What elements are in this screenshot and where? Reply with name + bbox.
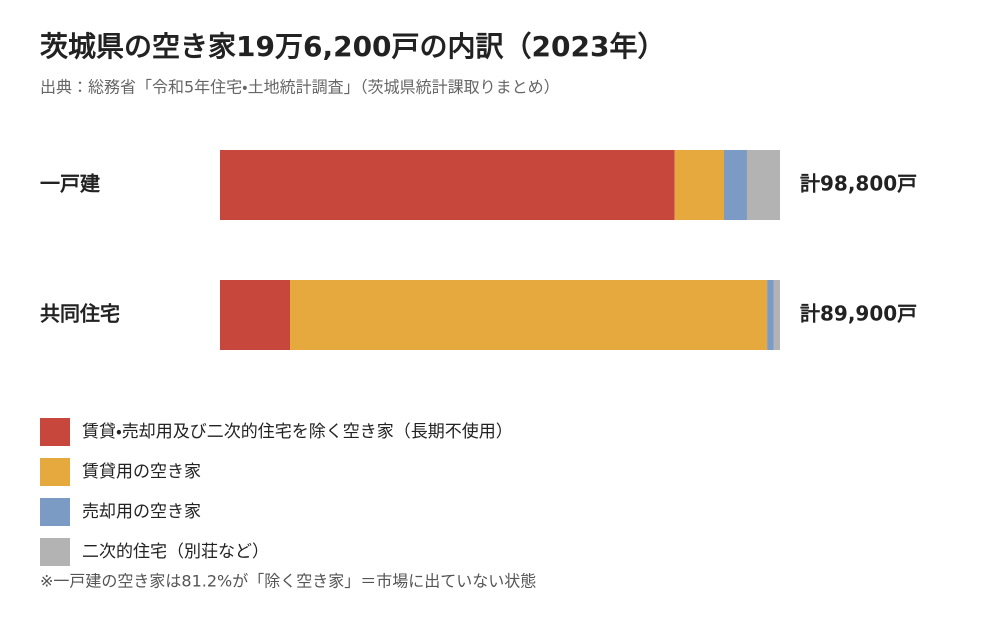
- legend-swatch: [40, 538, 70, 566]
- bar-segment: [746, 150, 780, 220]
- category-label: 一戸建: [40, 172, 101, 196]
- legend-label: 賃貸・売却用及び二次的住宅を除く空き家（長期不使用）: [82, 421, 513, 442]
- legend-swatch: [40, 498, 70, 526]
- total-label: 計89,900戸: [800, 302, 917, 326]
- bar-segment: [767, 280, 774, 350]
- bar-segment: [724, 150, 747, 220]
- bar-segment: [773, 280, 780, 350]
- bar-segment: [290, 280, 768, 350]
- legend-label: 二次的住宅（別荘など）: [82, 542, 269, 562]
- legend-label: 賃貸用の空き家: [82, 462, 201, 482]
- chart-subtitle: 出典：総務省「令和5年住宅・土地統計調査」（茨城県統計課取りまとめ）: [40, 78, 560, 97]
- chart-title: 茨城県の空き家19万6,200戸の内訳（2023年）: [40, 30, 665, 63]
- bar-segment: [674, 150, 724, 220]
- legend-label: 売却用の空き家: [82, 502, 201, 522]
- legend-swatch: [40, 458, 70, 486]
- total-label: 計98,800戸: [800, 172, 917, 196]
- bar-segment: [220, 280, 290, 350]
- note: ※一戸建の空き家は81.2%が「除く空き家」＝市場に出ていない状態: [40, 572, 536, 591]
- category-label: 共同住宅: [40, 302, 120, 326]
- bar-segment: [220, 150, 675, 220]
- legend-swatch: [40, 418, 70, 446]
